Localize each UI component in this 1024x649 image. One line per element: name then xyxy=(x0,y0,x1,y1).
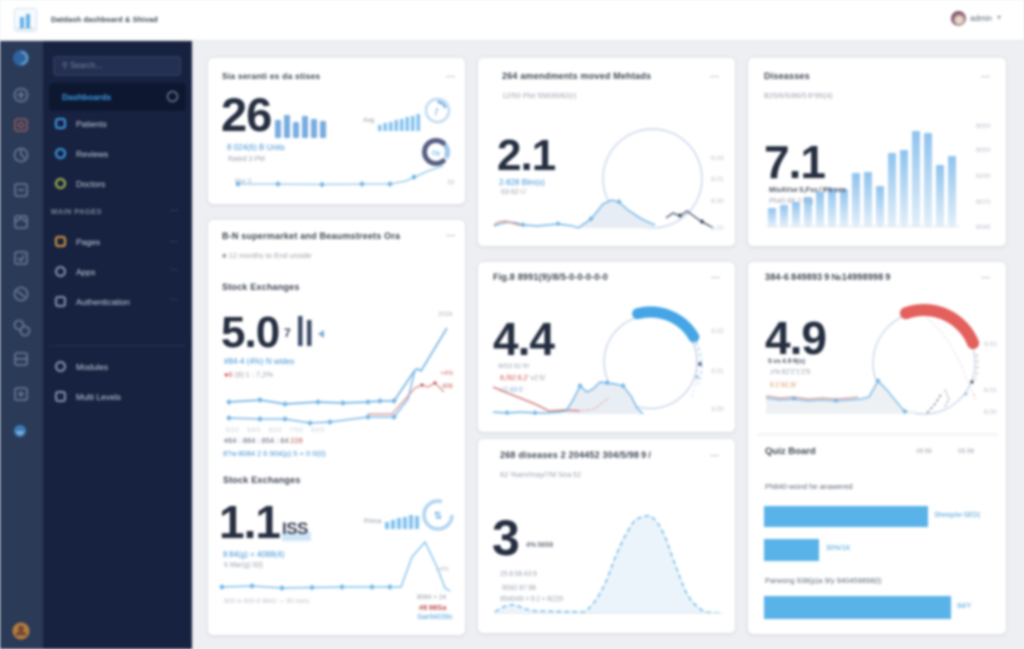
svg-text:Mar 5: Mar 5 xyxy=(235,178,252,185)
svg-text:3.00: 3.00 xyxy=(711,406,724,413)
svg-text:8045: 8045 xyxy=(976,224,991,231)
svg-text:8.01: 8.01 xyxy=(984,387,997,394)
svg-text:8.03: 8.03 xyxy=(711,155,724,162)
svg-text:⇅: ⇅ xyxy=(434,511,442,522)
svg-text:ƒ: ƒ xyxy=(434,107,440,116)
svg-text:8070: 8070 xyxy=(976,199,991,206)
svg-text:8.03: 8.03 xyxy=(984,341,997,348)
svg-text:3.01: 3.01 xyxy=(711,368,724,375)
svg-text:Oy: Oy xyxy=(432,150,441,157)
svg-text:8.01: 8.01 xyxy=(711,176,724,183)
svg-text:3d: 3d xyxy=(447,179,455,186)
svg-text:8.00: 8.00 xyxy=(711,198,724,205)
svg-text:8.00: 8.00 xyxy=(711,225,724,232)
svg-text:3.02: 3.02 xyxy=(711,328,724,335)
svg-text:8200: 8200 xyxy=(976,173,991,180)
svg-text:8000: 8000 xyxy=(976,147,991,154)
svg-text:8000: 8000 xyxy=(976,123,991,130)
svg-text:8.00: 8.00 xyxy=(984,409,997,416)
